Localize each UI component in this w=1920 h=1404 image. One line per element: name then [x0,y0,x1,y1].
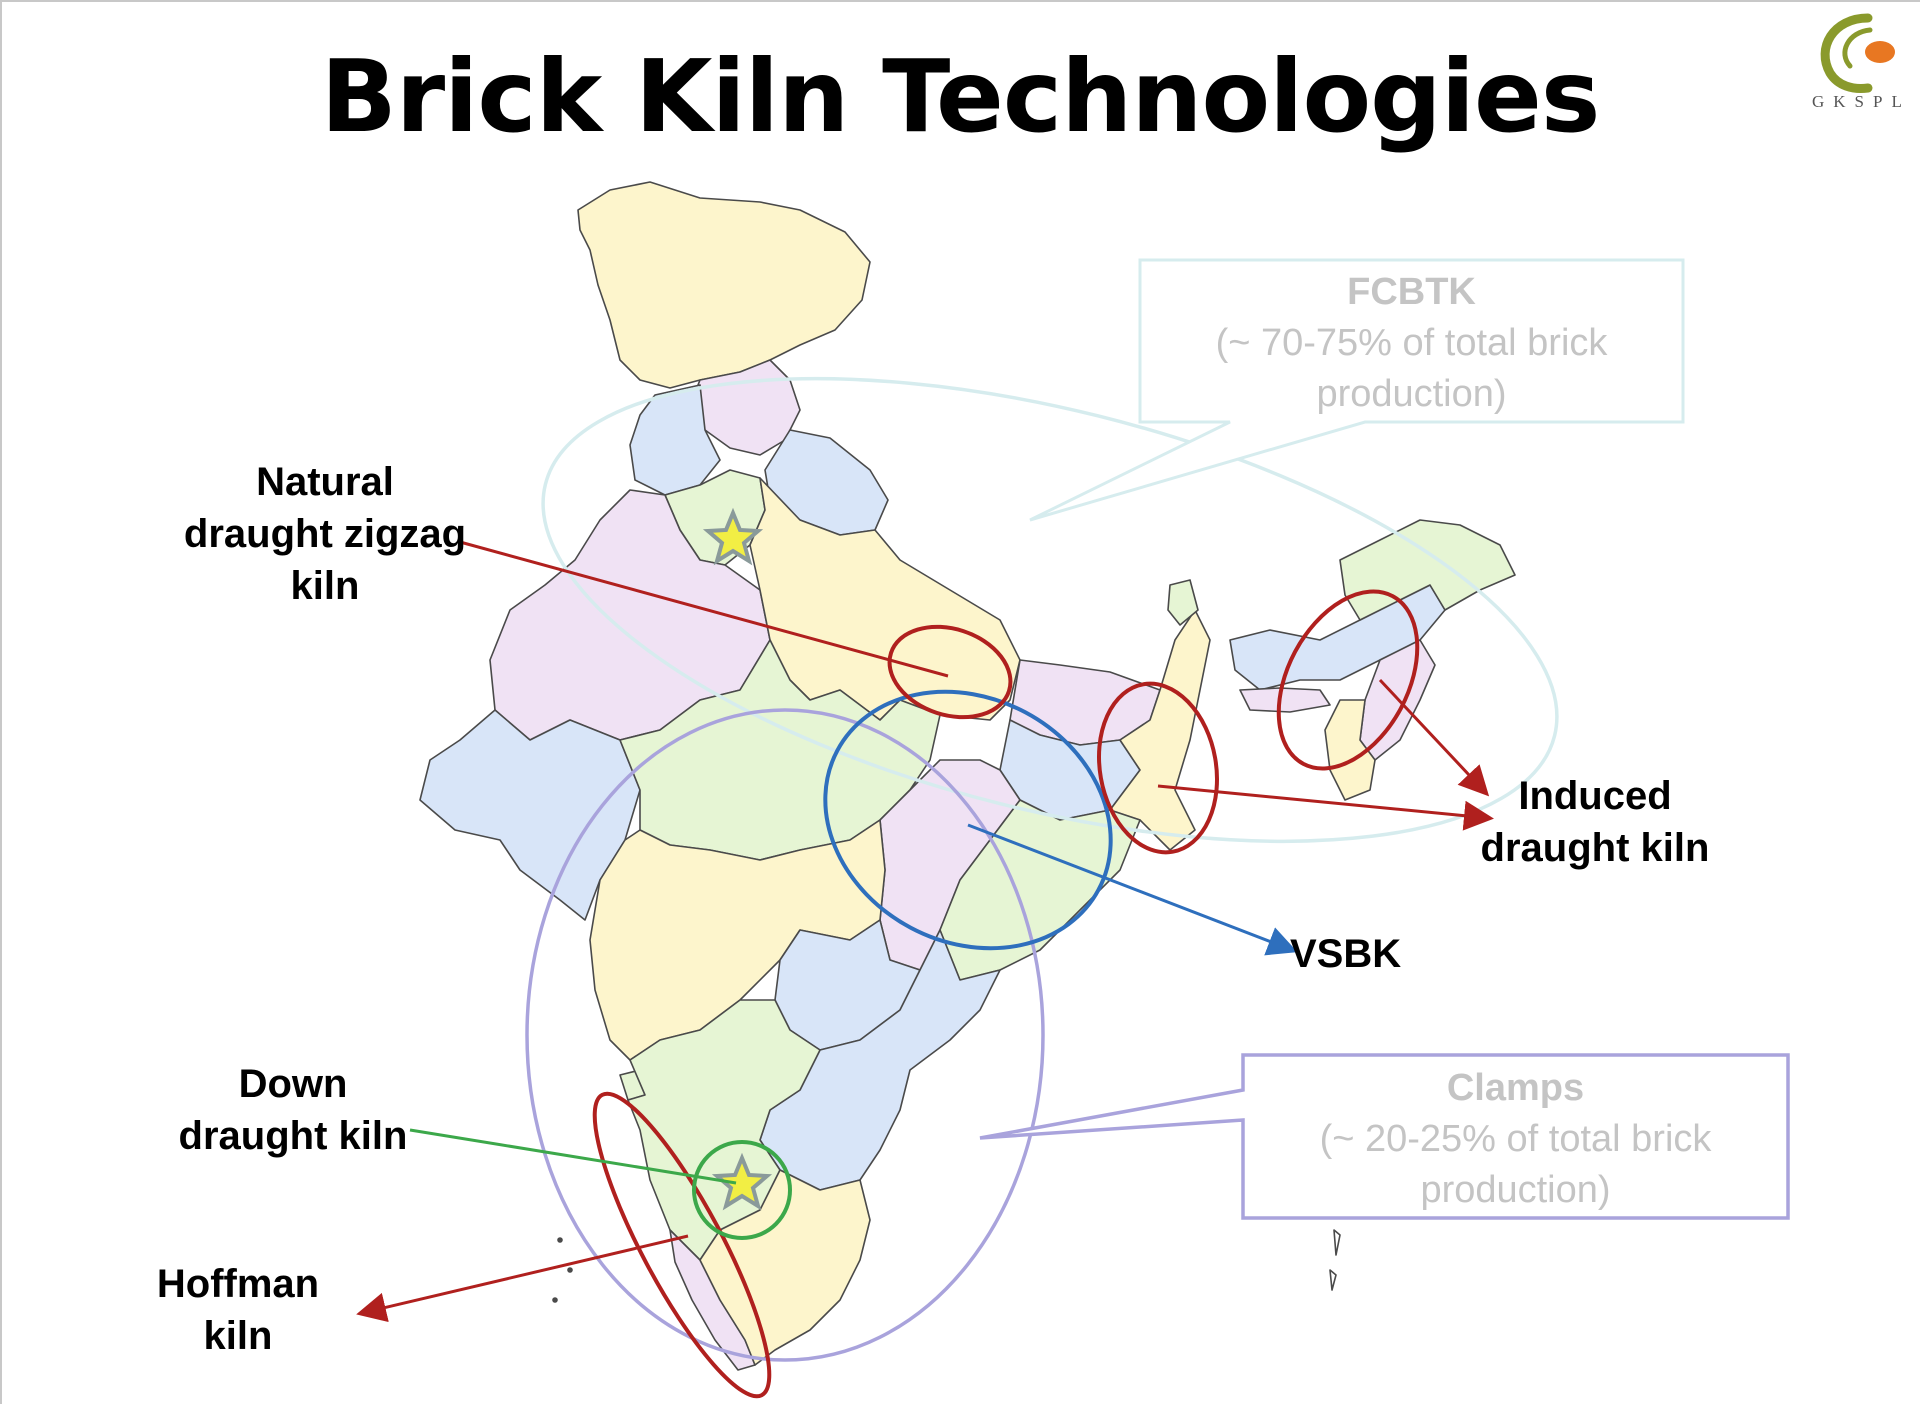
page-title: Brick Kiln Technologies [320,38,1601,155]
vsbk-region-ellipse [823,689,1113,951]
gkspl-logo [1820,13,1895,93]
label-induced-line-2: draught kiln [1480,826,1710,870]
label-vsbk: VSBK [1290,932,1402,976]
state-gujarat [419,709,641,921]
fcbtk-callout-line-2: production) [1316,373,1507,415]
logo-ring-inner [1842,27,1873,69]
down-draught-region-circle [692,1140,792,1240]
induced-arrow-northeast [1378,678,1490,797]
clamps-region-ellipse [525,708,1045,1362]
clamps-callout-line-1: (~ 20-25% of total brick [1319,1118,1712,1160]
logo-ring [1820,13,1873,93]
islands-lakshadweep-2 [567,1267,573,1273]
label-natural-draught-zigzag: Natural draught zigzag kiln [150,456,500,612]
induced-arrow-bengal [1157,784,1494,831]
fcbtk-callout-shape [1029,258,1685,522]
clamps-callout-title: Clamps [1446,1067,1585,1109]
label-induced-line-1: Induced [1518,774,1672,818]
clamps-callout: Clamps (~ 20-25% of total brick producti… [1243,1063,1788,1216]
star-karnataka [711,1152,773,1211]
state-karnataka [627,999,821,1261]
fcbtk-region-ellipse [541,376,1559,844]
fcbtk-callout-title: FCBTK [1347,271,1476,313]
state-jammu-kashmir [577,181,871,389]
state-meghalaya [1239,687,1331,713]
down-draught-pointer-line [409,1128,737,1185]
fcbtk-callout: FCBTK (~ 70-75% of total brick productio… [1140,267,1683,420]
label-natural-line-1: Natural [256,460,394,504]
state-sikkim [1167,579,1199,626]
hoffman-region-ellipse [592,1091,772,1399]
state-tripura-mizoram [1324,699,1376,801]
islands-lakshadweep [557,1237,563,1243]
label-down-line-1: Down [238,1062,348,1106]
state-west-bengal [1109,609,1211,851]
induced-region-ellipse-bengal [1097,681,1219,855]
label-induced-draught: Induced draught kiln [1450,770,1740,874]
logo-text: GKSPL [1812,92,1911,111]
vsbk-arrow [967,823,1298,956]
label-hoffman: Hoffman kiln [128,1258,348,1362]
label-natural-line-3: kiln [290,564,360,608]
label-down-draught: Down draught kiln [150,1058,436,1162]
clamps-callout-line-2: production) [1420,1169,1611,1211]
star-punjab [702,507,764,566]
map-states [419,181,1516,1371]
label-hoffman-line-1: Hoffman [156,1262,320,1306]
state-tamil-nadu [699,1169,871,1366]
label-natural-line-2: draught zigzag [183,512,467,556]
clamps-callout-shape [979,1053,1790,1220]
fcbtk-callout-line-1: (~ 70-75% of total brick [1215,322,1608,364]
islands-lakshadweep-3 [552,1297,558,1303]
hoffman-arrow [356,1234,689,1323]
label-hoffman-line-2: kiln [203,1314,273,1358]
logo-dot [1865,41,1895,63]
zigzag-pointer-line [459,540,949,678]
zigzag-region-ellipse [887,624,1013,720]
induced-region-ellipse-northeast [1276,589,1420,771]
label-down-line-2: draught kiln [178,1114,408,1158]
